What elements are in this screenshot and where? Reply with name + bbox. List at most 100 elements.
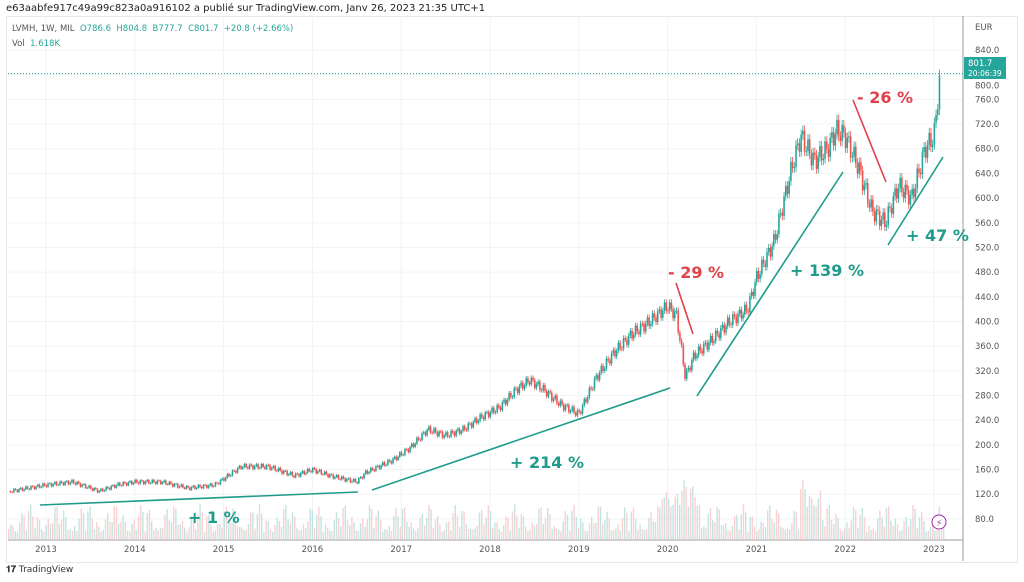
candle-body: [460, 431, 463, 434]
volume-bar: [547, 507, 549, 540]
candle-body: [429, 426, 432, 433]
volume-bar: [630, 511, 632, 540]
volume-bar: [483, 524, 485, 540]
volume-bar: [852, 507, 855, 540]
volume-bar: [804, 489, 806, 540]
candle-body: [323, 471, 326, 475]
candle-body: [814, 152, 816, 155]
volume-bar: [278, 520, 280, 540]
volume-bar: [102, 529, 104, 540]
candle-body: [409, 447, 411, 453]
candle-body: [926, 145, 929, 158]
volume-bar: [892, 525, 894, 540]
volume-bar: [476, 525, 478, 540]
candle-body: [252, 465, 254, 470]
candle-body: [923, 147, 925, 153]
candle-body: [484, 412, 487, 420]
volume-bar: [674, 496, 676, 540]
candle-body: [190, 487, 193, 490]
candle-body: [364, 470, 367, 474]
candle-body: [50, 483, 53, 487]
candle-body: [122, 482, 124, 486]
volume-bar: [723, 524, 725, 540]
candle-body: [901, 177, 903, 193]
volume-bar: [773, 522, 775, 540]
candle-body: [897, 188, 900, 199]
candle-body: [607, 358, 609, 361]
volume-bar: [155, 527, 157, 540]
change-value: +20.8 (+2.66%): [223, 24, 294, 34]
volume-bar: [228, 519, 230, 540]
candle-body: [269, 465, 271, 470]
candle-body: [166, 484, 169, 485]
volume-bar: [441, 531, 443, 540]
candle-body: [149, 482, 152, 484]
volume-bar: [742, 504, 745, 540]
candle-body: [916, 168, 919, 189]
volume-bar: [509, 530, 511, 540]
candle-body: [793, 167, 796, 169]
volume-bar: [670, 506, 672, 540]
volume-bar: [507, 517, 509, 540]
candle-body: [593, 378, 596, 389]
tradingview-logo[interactable]: 𝟏𝟕 TradingView: [6, 565, 74, 575]
volume-bar: [665, 491, 668, 540]
candle-body: [764, 263, 767, 268]
candle-body: [499, 407, 502, 411]
candle-body: [675, 310, 678, 312]
candle-body: [260, 464, 263, 468]
candle-body: [156, 480, 159, 484]
volume-bar: [448, 521, 450, 540]
volume-bar: [586, 531, 588, 540]
close-value: C801.7: [188, 24, 219, 34]
volume-bar: [164, 514, 166, 540]
volume-bar: [566, 514, 569, 540]
volume-bar: [274, 525, 276, 540]
volume-bar: [782, 527, 784, 540]
candle-body: [426, 429, 428, 436]
volume-bar: [412, 528, 415, 540]
candle-body: [740, 309, 743, 319]
volume-bar: [577, 528, 580, 540]
candle-body: [755, 271, 758, 283]
candle-body: [139, 480, 142, 484]
candle-body: [26, 486, 29, 489]
y-tick-label: 480.0: [975, 268, 999, 278]
volume-bar: [404, 507, 406, 540]
candle-body: [648, 317, 650, 327]
candle-body: [812, 152, 814, 166]
candle-body: [30, 486, 32, 490]
open-value: O786.6: [79, 24, 111, 34]
candle-body: [622, 338, 625, 349]
volume-bar: [520, 514, 522, 540]
volume-bar: [652, 521, 654, 540]
volume-bar: [850, 520, 852, 540]
candle-body: [42, 483, 44, 487]
candle-body: [339, 478, 341, 480]
candle-body: [235, 471, 237, 473]
candle-body: [535, 384, 538, 389]
volume-bar: [830, 519, 833, 540]
candle-body: [496, 405, 498, 413]
volume-bar: [901, 529, 903, 540]
candle-body: [884, 212, 886, 227]
candle-body: [911, 188, 913, 195]
candle-body: [790, 161, 792, 182]
candle-body: [545, 390, 548, 397]
volume-bar: [503, 525, 505, 540]
candle-body: [914, 188, 917, 198]
candle-body: [691, 360, 693, 371]
candle-body: [284, 470, 287, 472]
volume-bar: [580, 518, 582, 540]
candle-body: [528, 382, 531, 385]
candle-body: [313, 467, 316, 470]
volume-bar: [608, 518, 610, 540]
annotation-label: + 47 %: [906, 226, 969, 245]
candle-body: [766, 251, 768, 268]
volume-bar: [223, 511, 225, 540]
candle-body: [436, 432, 439, 437]
volume-bar: [98, 526, 100, 540]
volume-bar: [696, 505, 698, 540]
candle-body: [33, 486, 36, 490]
